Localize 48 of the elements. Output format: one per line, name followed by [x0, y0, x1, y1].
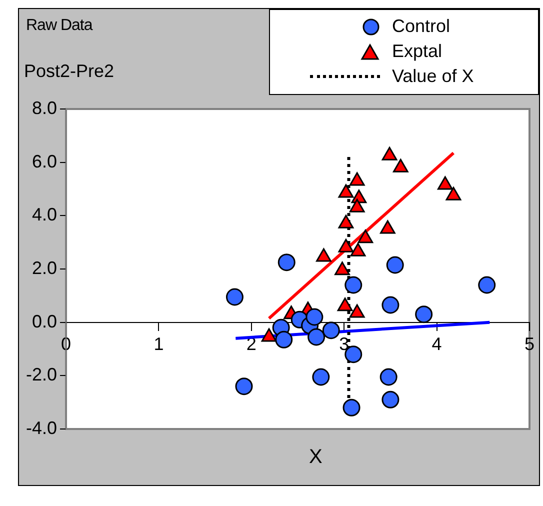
y-tick-label: -4.0 — [26, 418, 58, 438]
y-tick-label: 4.0 — [32, 204, 58, 225]
point — [344, 276, 362, 294]
x-tick-label: 4 — [432, 334, 442, 354]
point — [235, 378, 253, 396]
x-tick-label: 1 — [154, 334, 164, 354]
point — [392, 158, 408, 172]
point — [358, 230, 374, 244]
chart-title: Raw Data — [26, 17, 92, 35]
legend-label: Exptal — [392, 41, 442, 62]
point — [278, 254, 296, 272]
legend-label: Value of X — [392, 66, 474, 87]
point — [338, 214, 354, 228]
y-tick-label: 0.0 — [32, 311, 58, 332]
point — [382, 146, 398, 160]
point — [437, 176, 453, 190]
point — [382, 390, 400, 408]
point — [338, 238, 354, 252]
point — [382, 296, 400, 314]
point — [380, 220, 396, 234]
point — [380, 368, 398, 386]
point — [337, 298, 353, 312]
point — [386, 256, 404, 274]
y-tick-label: -2.0 — [26, 364, 58, 385]
y-tick-label: 6.0 — [32, 151, 58, 172]
point — [275, 330, 293, 348]
point — [349, 304, 365, 318]
legend-label: Control — [392, 16, 450, 37]
point — [478, 276, 496, 294]
point — [342, 398, 360, 416]
point — [338, 184, 354, 198]
x-axis-title: X — [309, 446, 322, 469]
y-tick-label: 2.0 — [32, 258, 58, 278]
point — [349, 172, 365, 186]
y-axis-title: Post2-Pre2 — [24, 61, 114, 82]
point — [334, 262, 350, 276]
point — [306, 308, 324, 326]
x-tick-label: 5 — [524, 334, 535, 354]
point — [316, 248, 332, 262]
point — [350, 242, 366, 256]
point — [312, 368, 330, 386]
point — [349, 198, 365, 212]
point — [322, 322, 340, 340]
y-tick-label: 8.0 — [32, 98, 58, 118]
point — [308, 328, 326, 346]
point — [446, 186, 462, 200]
point — [415, 306, 433, 324]
point — [226, 288, 244, 306]
